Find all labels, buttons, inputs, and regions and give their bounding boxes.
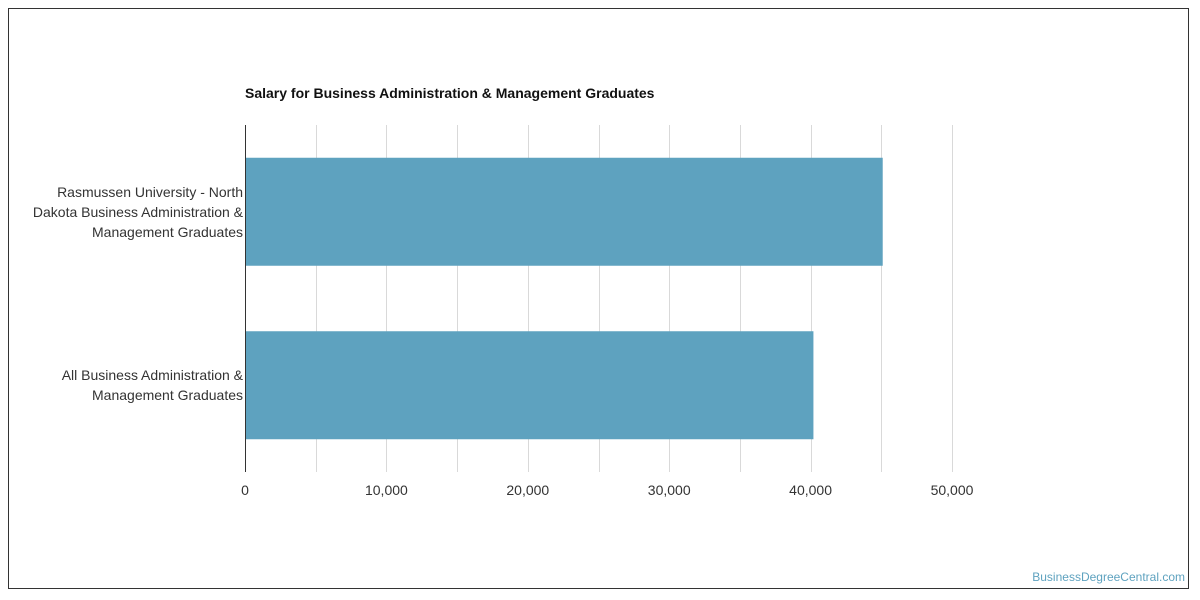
category-label-line: Rasmussen University - North <box>57 183 243 200</box>
category-label-line: All Business Administration & <box>61 367 243 384</box>
x-tick-label: 40,000 <box>789 482 832 498</box>
x-tick-label: 10,000 <box>365 482 408 498</box>
chart-frame <box>8 8 1189 589</box>
bar-0 <box>246 157 883 266</box>
x-tick-label: 0 <box>241 482 249 498</box>
x-tick-labels: 0 10,000 20,000 30,000 40,000 50,000 <box>241 482 974 498</box>
category-label-line: Management Graduates <box>92 223 243 240</box>
x-tick-label: 30,000 <box>648 482 691 498</box>
category-label-1: All Business Administration & Management … <box>3 365 243 405</box>
category-label-line: Management Graduates <box>92 387 243 404</box>
watermark: BusinessDegreeCentral.com <box>1032 570 1185 584</box>
bars <box>246 157 883 440</box>
x-tick-label: 20,000 <box>506 482 549 498</box>
chart-title: Salary for Business Administration & Man… <box>245 85 655 101</box>
category-label-line: Dakota Business Administration & <box>32 203 243 220</box>
category-label-0: Rasmussen University - North Dakota Busin… <box>3 182 243 242</box>
x-tick-label: 50,000 <box>931 482 974 498</box>
bar-1 <box>246 331 814 440</box>
